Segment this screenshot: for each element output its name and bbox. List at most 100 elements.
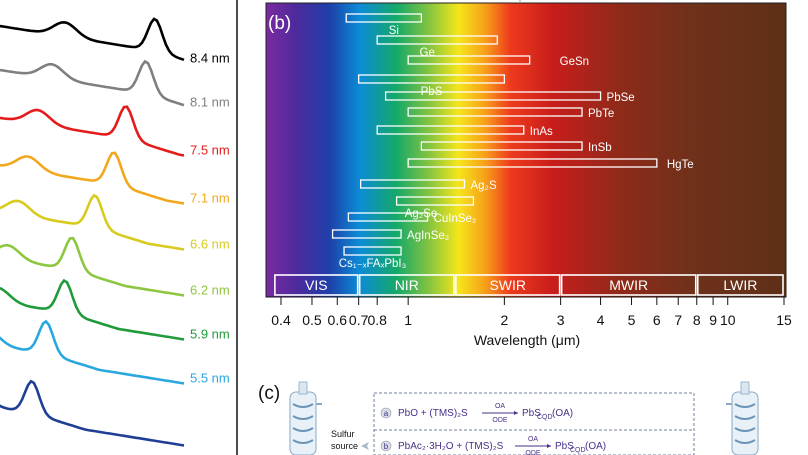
spectrum-curve [0,379,185,447]
panel-c-synthesis-scheme: (c) Sulfur source a PbO + (TMS)₂S OA ODE PbS… [258,381,759,455]
reaction-tag-icon [380,440,392,452]
reaction-condition-below: ODE [492,417,508,424]
reaction-condition-above: OA [528,436,538,443]
x-tick-label: 1 [404,312,412,328]
panel-a-absorption-spectra: 8.4 nm 8.1 nm 7.5 nm 7.1 nm 6.6 nm 6.2 nm 5.9 … [0,0,238,455]
size-label: 7.1 nm [190,190,230,205]
reaction-product-ligand: (OA) [585,441,606,452]
reaction-product: PbS [555,441,574,452]
spectrum-curve [0,193,185,251]
reaction-reactants: PbO + (TMS)₂S [398,408,468,419]
x-tick-label: 0.8 [367,312,387,328]
spectrum-curve [0,59,185,107]
reaction-condition-above: OA [495,403,505,410]
material-range-bar [407,158,658,168]
x-tick-label: 0.4 [271,312,291,328]
band-box [560,274,697,296]
band-box [696,274,784,296]
x-axis-label: Wavelength (μm) [474,332,580,348]
spectrum-curve [0,319,185,385]
size-label: 6.2 nm [190,282,230,297]
reaction-product: PbS [522,408,541,419]
material-range-bar [395,196,475,206]
x-tick-label: 10 [720,312,736,328]
band-label: SWIR [489,277,526,293]
material-range-bar [376,125,525,135]
x-tick-label: 6 [653,312,661,328]
x-tick-label: 5 [628,312,636,328]
x-tick-label: 15 [776,312,792,328]
x-tick-label: 7 [674,312,682,328]
band-box [358,274,455,296]
band-label: VIS [305,277,328,293]
panel-b-label: (b) [268,13,291,34]
material-label: PbSe [607,92,635,104]
material-label: Ag₂Se [405,208,438,220]
material-label: CuInSe₂ [434,213,477,225]
sulfur-source-label-line1: Sulfur [331,429,355,439]
x-tick-label: 0.7 [349,312,369,328]
sulfur-source-label-line2: source [331,441,358,451]
material-label: PbTe [588,108,614,120]
size-label: 8.1 nm [190,94,230,109]
material-label: Cs₁₋ₓFAₓPbI₃ [339,258,407,270]
material-label: Ge [420,47,435,59]
x-tick-label: 2 [500,312,508,328]
band-box [274,274,359,296]
material-range-bar [420,141,583,151]
arrow-icon [361,442,369,450]
material-label: Ag₂S [470,180,497,192]
arrow-icon [514,411,518,415]
material-range-bar [384,91,602,101]
x-tick-label: 0.5 [302,312,322,328]
material-range-bar [343,246,402,256]
reaction-box [373,392,695,455]
absorption-curves: 8.4 nm 8.1 nm 7.5 nm 7.1 nm 6.6 nm 6.2 nm 5.9 … [0,17,230,447]
spectrum-curve [0,17,185,62]
size-label: 8.4 nm [190,50,230,65]
material-range-bar [407,55,531,65]
material-label: AgInSe₂ [407,230,449,242]
reaction-product-subscript: CQD [537,414,553,421]
material-label: InSb [588,142,612,154]
band-box [455,274,561,296]
arrow-icon [547,444,551,448]
x-tick-label: 0.6 [328,312,348,328]
material-range-bar [407,107,583,117]
reaction-condition-below: ODE [525,450,541,455]
size-label: 6.6 nm [190,236,230,251]
material-label: Si [389,25,399,37]
spectrum-curve [0,105,185,157]
x-tick-label: 9 [709,312,717,328]
reaction-tag: a [384,409,389,418]
material-range-bar [345,13,423,23]
material-range-bar [376,35,498,45]
material-range-bar [359,179,466,189]
reaction-tag-icon [380,407,392,419]
x-axis: 0.4 0.5 0.6 0.7 0.8 1 2 3 4 5 6 7 8 9 10 15 [266,296,792,328]
flask-left-icon [289,381,322,455]
band-label: LWIR [723,277,757,293]
x-tick-label: 8 [693,312,701,328]
reaction-product-ligand: (OA) [552,408,573,419]
spectral-bands: VIS NIR SWIR MWIR LWIR [274,274,784,296]
size-label: 5.9 nm [190,326,230,341]
panel-c-label: (c) [258,383,280,404]
size-label: 5.5 nm [190,370,230,385]
material-label: InAs [530,126,553,138]
size-label: 7.5 nm [190,142,230,157]
band-label: MWIR [609,277,648,293]
spectrum-curve [0,236,185,297]
material-range-bar [331,229,402,239]
reaction-reactants: PbAc₂·3H₂O + (TMS)₂S [398,441,504,452]
x-tick-label: 4 [597,312,605,328]
material-label: GeSn [560,56,589,68]
material-range-bar [347,212,429,222]
flask-right-icon [726,381,759,455]
band-label: NIR [395,277,419,293]
material-range-bar [358,74,506,84]
